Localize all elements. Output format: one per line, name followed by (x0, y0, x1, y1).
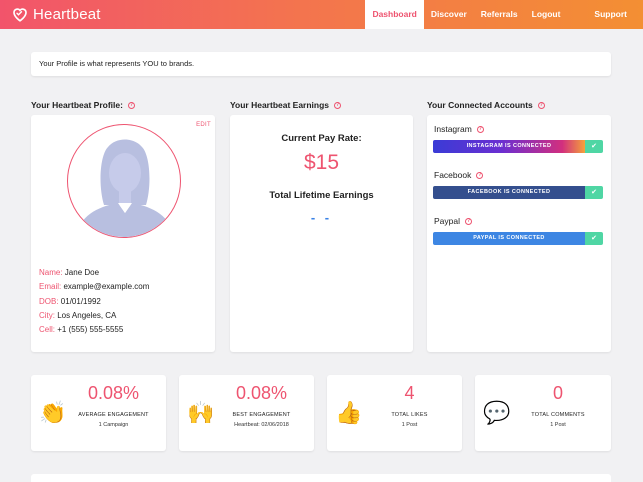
stat-sublabel: 1 Campaign (98, 422, 129, 428)
help-icon[interactable]: ? (476, 125, 484, 133)
thumbs-up-icon: 👍 (335, 400, 363, 425)
speech-bubble-icon: 💬 (483, 400, 511, 425)
main-nav: Dashboard Discover Referrals Logout Supp… (365, 0, 643, 29)
lifetime-earnings-title: Total Lifetime Earnings (269, 190, 374, 201)
earnings-title-text: Your Heartbeat Earnings (230, 100, 330, 110)
stat-total-likes: 👍 4 TOTAL LIKES 1 Post (327, 375, 462, 451)
nav-support[interactable]: Support (594, 9, 627, 19)
bottom-card (31, 474, 611, 482)
stat-label: BEST ENGAGEMENT (232, 412, 291, 418)
profile-title-text: Your Heartbeat Profile: (31, 100, 123, 110)
pay-rate-value: $15 (303, 151, 340, 174)
facebook-connected-button[interactable]: FACEBOOK IS CONNECTED ✔ (433, 186, 603, 199)
help-icon[interactable]: ? (476, 171, 484, 179)
check-icon: ✔ (585, 186, 603, 199)
stat-sublabel: 1 Post (401, 422, 418, 428)
instagram-label: Instagram ? (434, 124, 484, 134)
notice-text: Your Profile is what represents YOU to b… (39, 59, 195, 68)
earnings-card: Current Pay Rate: $15 Total Lifetime Ear… (230, 115, 413, 352)
clapping-hands-icon: 👏 (39, 400, 67, 425)
pay-rate-title: Current Pay Rate: (281, 133, 362, 144)
stat-average-engagement: 👏 0.08% AVERAGE ENGAGEMENT 1 Campaign (31, 375, 166, 451)
stat-sublabel: Heartbeat: 02/06/2018 (234, 422, 289, 428)
profile-fields: Name: Jane Doe Email: example@example.co… (39, 266, 149, 337)
stat-total-comments: 💬 0 TOTAL COMMENTS 1 Post (475, 375, 611, 451)
facebook-label: Facebook ? (434, 170, 484, 180)
stat-value: 0 (552, 383, 563, 403)
edit-profile-link[interactable]: EDIT (196, 122, 211, 128)
lifetime-earnings-value: - - (310, 210, 333, 225)
connected-accounts-card: Instagram ? INSTAGRAM IS CONNECTED ✔ Fac… (427, 115, 611, 352)
accounts-title-text: Your Connected Accounts (427, 100, 533, 110)
help-icon[interactable]: ? (127, 101, 135, 109)
profile-cell-row: Cell: +1 (555) 555-5555 (39, 325, 124, 335)
profile-name-row: Name: Jane Doe (39, 268, 100, 277)
earnings-section-title: Your Heartbeat Earnings ? (230, 100, 342, 110)
raising-hands-icon: 🙌 (187, 400, 215, 425)
stat-best-engagement: 🙌 0.08% BEST ENGAGEMENT Heartbeat: 02/06… (179, 375, 314, 451)
help-icon[interactable]: ? (465, 217, 472, 225)
instagram-connected-button[interactable]: INSTAGRAM IS CONNECTED ✔ (433, 140, 603, 153)
stat-label: AVERAGE ENGAGEMENT (78, 412, 149, 418)
help-icon[interactable]: ? (334, 101, 342, 109)
nav-referrals[interactable]: Referrals (480, 9, 518, 19)
accounts-section-title: Your Connected Accounts ? (427, 100, 545, 110)
avatar[interactable] (67, 124, 181, 238)
nav-logout[interactable]: Logout (531, 9, 561, 19)
stat-sublabel: 1 Post (550, 422, 566, 428)
stat-value: 0.08% (87, 383, 140, 403)
nav-discover[interactable]: Discover (430, 9, 467, 19)
brand-logo[interactable]: Heartbeat (11, 5, 101, 23)
brand-name: Heartbeat (33, 5, 101, 23)
check-icon: ✔ (585, 140, 603, 153)
check-icon: ✔ (585, 232, 603, 245)
stat-label: TOTAL LIKES (391, 412, 428, 418)
nav-dashboard[interactable]: Dashboard (365, 0, 424, 29)
paypal-connected-button[interactable]: PAYPAL IS CONNECTED ✔ (433, 232, 603, 245)
stat-value: 0.08% (235, 383, 288, 403)
default-avatar-icon (76, 139, 174, 237)
top-header: Heartbeat Dashboard Discover Referrals L… (0, 0, 643, 29)
stat-value: 4 (404, 383, 415, 403)
profile-email-row: Email: example@example.com (39, 282, 150, 292)
help-icon[interactable]: ? (537, 101, 545, 109)
profile-dob-row: DOB: 01/01/1992 (39, 296, 101, 306)
heart-logo-icon (13, 8, 27, 22)
paypal-label: Paypal ? (434, 216, 472, 226)
stat-label: TOTAL COMMENTS (531, 412, 585, 418)
profile-notice: Your Profile is what represents YOU to b… (31, 52, 611, 76)
profile-card: EDIT Name: Jane Doe Email: example@examp… (31, 115, 215, 352)
profile-city-row: City: Los Angeles, CA (39, 310, 117, 320)
profile-section-title: Your Heartbeat Profile: ? (31, 100, 135, 110)
